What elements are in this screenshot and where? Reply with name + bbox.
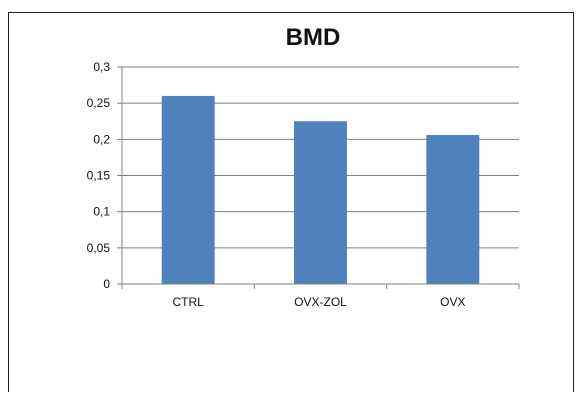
x-category-labels: CTRL OVX-ZOL OVX [172,295,465,309]
axes [117,66,520,289]
bar-ovx-zol [294,121,347,284]
bar-ovx [426,134,480,284]
chart-title: BMD [286,24,341,51]
x-category-label: OVX-ZOL [294,295,347,309]
chart-frame: BMD 0 0,05 0,1 0,15 0,2 0,25 0,3 CTRL OVX-ZOL OV… [8,12,574,392]
bar-ctrl [161,95,215,284]
y-tick-label: 0,1 [93,205,110,219]
y-tick-label: 0 [103,277,110,291]
x-category-label: OVX [440,295,465,309]
y-tick-label: 0,25 [87,96,111,110]
y-tick-labels: 0 0,05 0,1 0,15 0,2 0,25 0,3 [87,60,111,291]
y-tick-label: 0,2 [93,132,110,146]
y-tick-label: 0,3 [93,60,110,74]
y-tick-label: 0,15 [87,169,111,183]
y-tick-label: 0,05 [87,241,111,255]
bars [161,95,480,284]
x-category-label: CTRL [172,295,204,309]
bar-chart: BMD 0 0,05 0,1 0,15 0,2 0,25 0,3 CTRL OVX-ZOL OV… [87,24,520,309]
